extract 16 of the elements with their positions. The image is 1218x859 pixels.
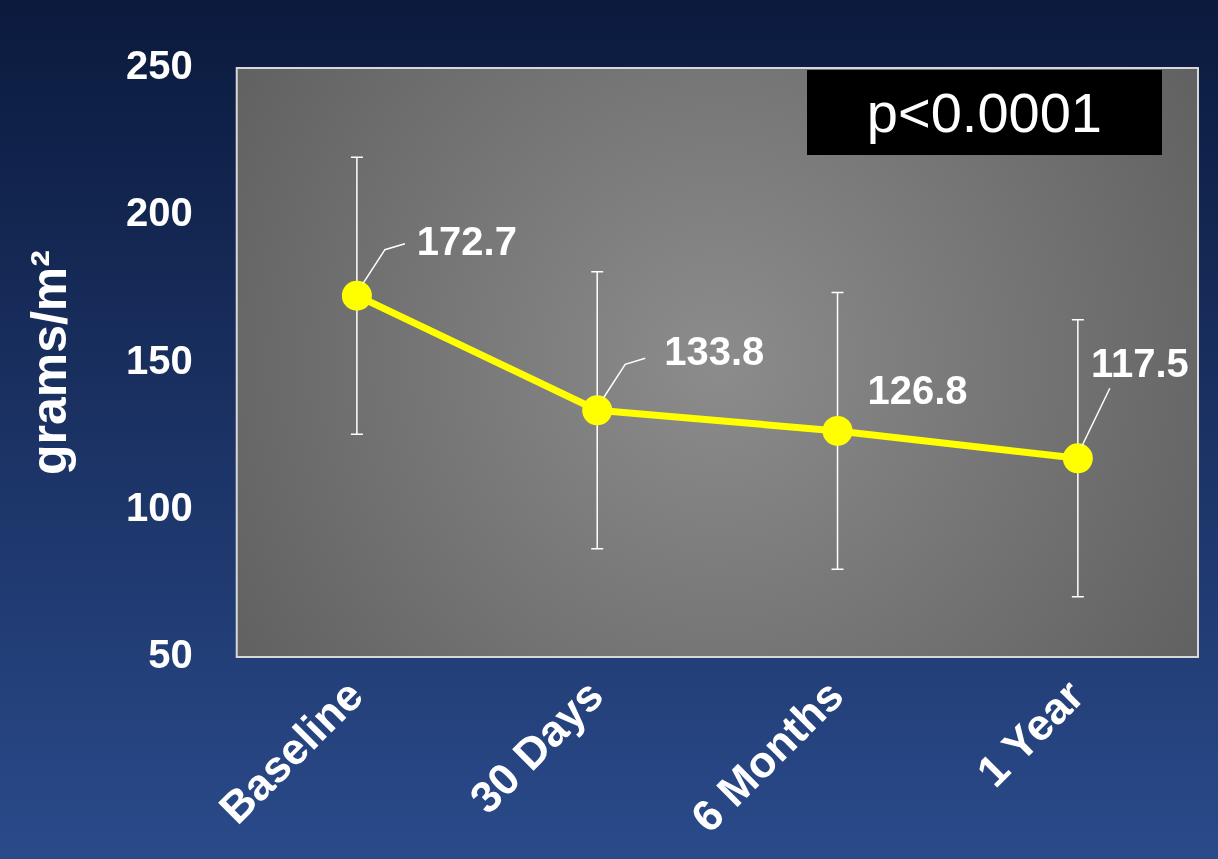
data-label: 172.7 [416,218,517,263]
point [1062,443,1093,474]
x-tick-label: 1 Year [967,670,1093,796]
point [341,280,372,311]
y-tick-label: 150 [125,337,193,382]
point [822,415,853,446]
y-tick-label: 250 [125,43,193,88]
data-label: 117.5 [1090,341,1189,386]
y-tick-label: 100 [125,484,193,529]
y-tick-label: 50 [148,632,193,677]
y-tick-label: 200 [125,190,193,235]
data-label: 133.8 [664,329,765,374]
y-axis-title: grams/m² [20,250,77,476]
point [582,395,613,426]
data-label: 126.8 [867,367,968,412]
annotation: p<0.0001 [806,70,1162,155]
